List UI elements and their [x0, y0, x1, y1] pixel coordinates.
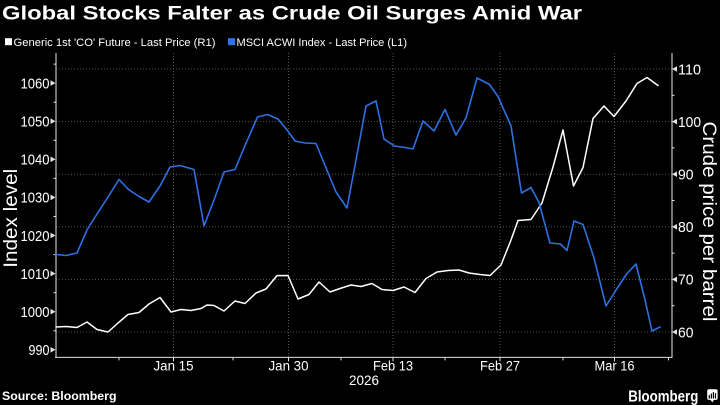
svg-text:Index level: Index level [0, 169, 22, 268]
svg-text:Global Stocks Falter as Crude: Global Stocks Falter as Crude Oil Surges… [2, 4, 583, 25]
svg-text:110: 110 [678, 61, 701, 78]
svg-text:Bloomberg: Bloomberg [628, 388, 698, 405]
svg-text:Feb 27: Feb 27 [480, 359, 520, 374]
svg-text:2026: 2026 [349, 373, 379, 388]
svg-text:Generic 1st 'CO' Future - Last: Generic 1st 'CO' Future - Last Price (R1… [14, 37, 216, 49]
svg-text:Feb 13: Feb 13 [373, 359, 413, 374]
svg-text:70: 70 [678, 272, 694, 289]
svg-text:90: 90 [678, 167, 694, 184]
svg-text:Source: Bloomberg: Source: Bloomberg [2, 390, 116, 403]
svg-text:Mar 16: Mar 16 [595, 359, 635, 374]
svg-text:80: 80 [678, 219, 694, 236]
svg-text:1050: 1050 [21, 114, 50, 131]
svg-text:1010: 1010 [21, 266, 50, 283]
svg-text:Crude price per barrel: Crude price per barrel [698, 122, 720, 322]
svg-text:MSCI ACWI Index - Last Price (: MSCI ACWI Index - Last Price (L1) [237, 37, 408, 49]
svg-text:990: 990 [29, 342, 50, 359]
svg-text:1040: 1040 [21, 152, 50, 169]
svg-text:1030: 1030 [21, 190, 50, 207]
svg-text:1020: 1020 [21, 228, 50, 245]
svg-text:1060: 1060 [21, 75, 50, 92]
svg-text:100: 100 [678, 114, 701, 131]
svg-text:Jan 15: Jan 15 [154, 359, 194, 374]
svg-text:Jan 30: Jan 30 [269, 359, 309, 374]
svg-text:60: 60 [678, 324, 694, 341]
svg-text:1000: 1000 [21, 304, 50, 321]
